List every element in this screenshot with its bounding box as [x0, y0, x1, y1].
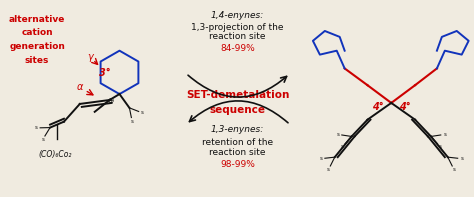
Text: s: s — [453, 167, 456, 172]
Text: retention of the: retention of the — [202, 138, 273, 147]
Text: s: s — [35, 125, 37, 130]
Text: s: s — [341, 144, 344, 149]
Text: 1,4-enynes:: 1,4-enynes: — [211, 11, 264, 20]
Text: 3°: 3° — [99, 68, 110, 78]
Text: ⊕: ⊕ — [108, 97, 114, 105]
Text: generation: generation — [9, 42, 65, 51]
Text: γ: γ — [87, 52, 92, 62]
Text: s: s — [337, 132, 339, 137]
Text: reaction site: reaction site — [210, 148, 266, 157]
Text: sequence: sequence — [210, 105, 265, 115]
Text: 4°: 4° — [400, 102, 411, 112]
Text: s: s — [460, 156, 463, 161]
Text: SET-demetalation: SET-demetalation — [186, 90, 289, 100]
Text: s: s — [439, 144, 442, 149]
Text: cation: cation — [21, 28, 53, 37]
Text: 4°: 4° — [372, 102, 383, 112]
Text: sites: sites — [25, 56, 49, 65]
Text: s: s — [41, 137, 44, 142]
Text: s: s — [327, 167, 330, 172]
Text: reaction site: reaction site — [210, 32, 266, 41]
Text: alternative: alternative — [9, 15, 65, 24]
Text: 98-99%: 98-99% — [220, 160, 255, 169]
Text: s: s — [443, 132, 446, 137]
Text: (CO)₆Co₂: (CO)₆Co₂ — [38, 150, 72, 159]
Text: s: s — [131, 119, 134, 124]
Text: s: s — [319, 156, 322, 161]
Text: 84-99%: 84-99% — [220, 44, 255, 53]
Text: 1,3-projection of the: 1,3-projection of the — [191, 22, 284, 32]
Text: α: α — [77, 82, 83, 92]
Text: 1,3-enynes:: 1,3-enynes: — [211, 125, 264, 134]
Text: s: s — [141, 110, 144, 115]
